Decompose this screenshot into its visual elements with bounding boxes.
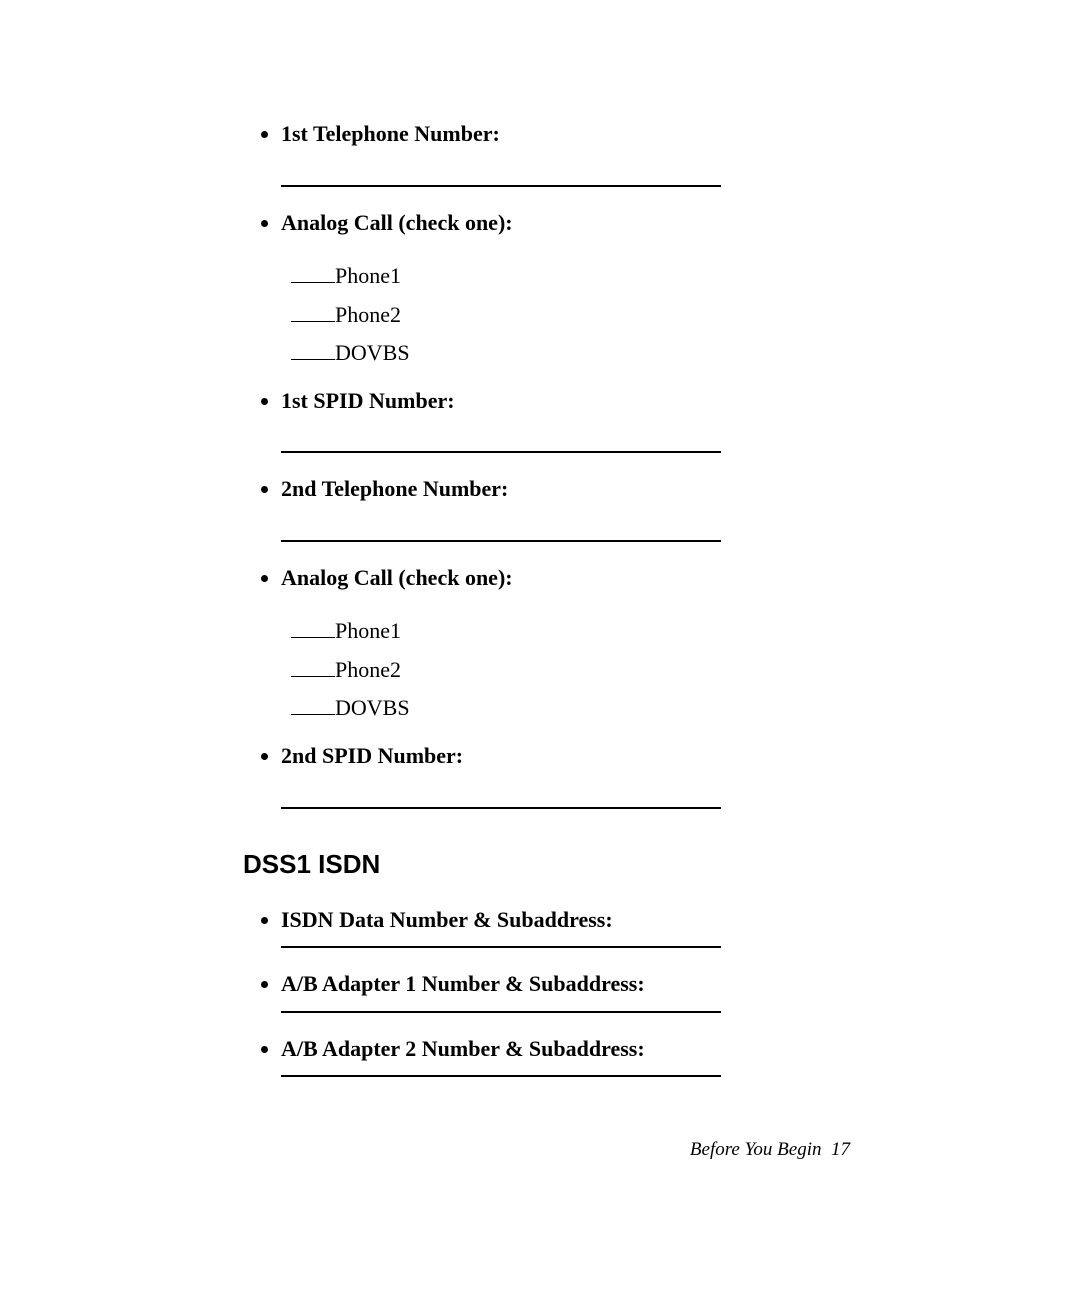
item-analog-call-1: Analog Call (check one): Phone1 Phone2 D…: [281, 209, 880, 373]
option-phone2: Phone2: [291, 296, 880, 335]
item-analog-call-2: Analog Call (check one): Phone1 Phone2 D…: [281, 564, 880, 728]
form-list-top: 1st Telephone Number: Analog Call (check…: [245, 120, 880, 809]
fill-line: [281, 540, 721, 542]
option-label: Phone2: [335, 657, 401, 682]
label-ab-adapter-1: A/B Adapter 1 Number & Subaddress:: [281, 970, 880, 999]
item-2nd-telephone: 2nd Telephone Number:: [281, 475, 880, 542]
item-isdn-data-number: ISDN Data Number & Subaddress:: [281, 906, 880, 949]
option-label: DOVBS: [335, 695, 410, 720]
option-label: Phone1: [335, 618, 401, 643]
page-footer: Before You Begin 17: [690, 1139, 850, 1161]
checkbox-blank: [291, 262, 335, 283]
option-phone1: Phone1: [291, 257, 880, 296]
analog1-options: Phone1 Phone2 DOVBS: [291, 257, 880, 373]
fill-line: [281, 807, 721, 809]
label-2nd-telephone: 2nd Telephone Number:: [281, 475, 880, 504]
checkbox-blank: [291, 301, 335, 322]
option-label: Phone2: [335, 302, 401, 327]
option-label: Phone1: [335, 263, 401, 288]
fill-line: [281, 946, 721, 948]
form-list-dss1: ISDN Data Number & Subaddress: A/B Adapt…: [245, 906, 880, 1078]
label-1st-telephone: 1st Telephone Number:: [281, 120, 880, 149]
document-page: 1st Telephone Number: Analog Call (check…: [0, 0, 1080, 1311]
fill-line: [281, 1075, 721, 1077]
label-analog-call-1: Analog Call (check one):: [281, 209, 880, 238]
label-1st-spid: 1st SPID Number:: [281, 387, 880, 416]
item-ab-adapter-1: A/B Adapter 1 Number & Subaddress:: [281, 970, 880, 1013]
item-ab-adapter-2: A/B Adapter 2 Number & Subaddress:: [281, 1035, 880, 1078]
label-ab-adapter-2: A/B Adapter 2 Number & Subaddress:: [281, 1035, 880, 1064]
label-analog-call-2: Analog Call (check one):: [281, 564, 880, 593]
checkbox-blank: [291, 695, 335, 716]
footer-section-title: Before You Begin: [690, 1139, 822, 1160]
item-2nd-spid: 2nd SPID Number:: [281, 742, 880, 809]
option-phone2: Phone2: [291, 651, 880, 690]
footer-page-number: 17: [831, 1139, 850, 1160]
checkbox-blank: [291, 618, 335, 639]
checkbox-blank: [291, 339, 335, 360]
option-dovbs: DOVBS: [291, 689, 880, 728]
fill-line: [281, 1011, 721, 1013]
label-isdn-data-number: ISDN Data Number & Subaddress:: [281, 906, 880, 935]
item-1st-spid: 1st SPID Number:: [281, 387, 880, 454]
heading-dss1-isdn: DSS1 ISDN: [243, 849, 880, 880]
option-dovbs: DOVBS: [291, 334, 880, 373]
checkbox-blank: [291, 656, 335, 677]
option-phone1: Phone1: [291, 612, 880, 651]
label-2nd-spid: 2nd SPID Number:: [281, 742, 880, 771]
fill-line: [281, 185, 721, 187]
option-label: DOVBS: [335, 340, 410, 365]
item-1st-telephone: 1st Telephone Number:: [281, 120, 880, 187]
fill-line: [281, 451, 721, 453]
analog2-options: Phone1 Phone2 DOVBS: [291, 612, 880, 728]
